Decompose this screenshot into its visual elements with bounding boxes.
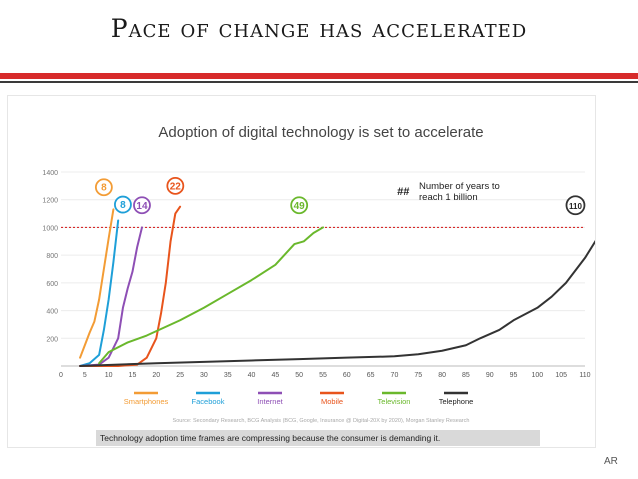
series-line-telephone xyxy=(79,240,595,367)
x-tick-label: 35 xyxy=(224,372,232,379)
footnote: Technology adoption time frames are comp… xyxy=(96,430,540,446)
title-rule-red xyxy=(0,73,638,79)
badge-label-internet: 14 xyxy=(136,201,148,212)
x-tick-label: 15 xyxy=(129,372,137,379)
key-text-line-1: Number of years to xyxy=(419,181,500,192)
x-tick-label: 105 xyxy=(555,372,567,379)
x-tick-label: 85 xyxy=(462,372,470,379)
badge-label-mobile: 22 xyxy=(170,181,182,192)
key-text-line-2: reach 1 billion xyxy=(419,192,478,203)
x-tick-label: 80 xyxy=(438,372,446,379)
adoption-chart: Adoption of digital technology is set to… xyxy=(42,124,595,424)
badge-circle-mobile xyxy=(166,176,185,195)
y-tick-label: 1000 xyxy=(42,225,58,232)
title-rule-dark xyxy=(0,81,638,83)
x-tick-label: 5 xyxy=(83,372,87,379)
badge-circle-television xyxy=(290,196,309,215)
chart-source: Source: Secondary Research, BCG Analysis… xyxy=(173,418,470,424)
y-tick-label: 400 xyxy=(46,309,58,316)
badge-label-telephone: 110 xyxy=(569,202,582,211)
y-tick-label: 600 xyxy=(46,281,58,288)
x-tick-label: 20 xyxy=(152,372,160,379)
y-tick-label: 1400 xyxy=(42,170,58,177)
x-tick-label: 90 xyxy=(486,372,494,379)
badge-circle-telephone xyxy=(565,195,586,216)
x-tick-label: 60 xyxy=(343,372,351,379)
series-line-smartphones xyxy=(79,208,115,359)
x-tick-label: 30 xyxy=(200,372,208,379)
slide-title: Pace of change has accelerated xyxy=(110,14,528,43)
series-line-facebook xyxy=(79,219,120,367)
y-tick-label: 1200 xyxy=(42,198,58,205)
legend-label-television: Television xyxy=(378,397,411,406)
monogram: AR xyxy=(604,456,618,467)
x-tick-label: 65 xyxy=(367,372,375,379)
x-tick-label: 55 xyxy=(319,372,327,379)
x-tick-label: 95 xyxy=(510,372,518,379)
chart-title: Adoption of digital technology is set to… xyxy=(158,124,483,141)
badge-circle-internet xyxy=(133,196,151,215)
x-tick-label: 75 xyxy=(414,372,422,379)
legend-label-telephone: Telephone xyxy=(439,397,474,406)
series-line-internet xyxy=(79,226,143,367)
badge-label-television: 49 xyxy=(294,201,306,212)
y-tick-label: 800 xyxy=(46,253,58,260)
x-tick-label: 110 xyxy=(579,372,590,379)
legend-label-facebook: Facebook xyxy=(192,397,225,406)
legend-label-mobile: Mobile xyxy=(321,397,343,406)
x-tick-label: 40 xyxy=(248,372,256,379)
series-line-television xyxy=(98,226,324,365)
chart-panel: Adoption of digital technology is set to… xyxy=(8,96,595,447)
x-tick-label: 50 xyxy=(295,372,303,379)
x-tick-label: 70 xyxy=(391,372,399,379)
x-tick-label: 0 xyxy=(59,372,63,379)
x-tick-label: 100 xyxy=(532,372,544,379)
badge-label-smartphones: 8 xyxy=(101,183,107,194)
legend-label-smartphones: Smartphones xyxy=(124,397,169,406)
key-badge: ## xyxy=(397,186,410,198)
series-line-mobile xyxy=(79,205,182,367)
badge-label-facebook: 8 xyxy=(120,200,126,211)
x-tick-label: 10 xyxy=(105,372,113,379)
legend-label-internet: Internet xyxy=(257,397,283,406)
x-tick-label: 25 xyxy=(176,372,184,379)
y-tick-label: 200 xyxy=(46,336,58,343)
x-tick-label: 45 xyxy=(271,372,279,379)
badge-circle-facebook xyxy=(114,195,132,214)
badge-circle-smartphones xyxy=(94,178,113,197)
